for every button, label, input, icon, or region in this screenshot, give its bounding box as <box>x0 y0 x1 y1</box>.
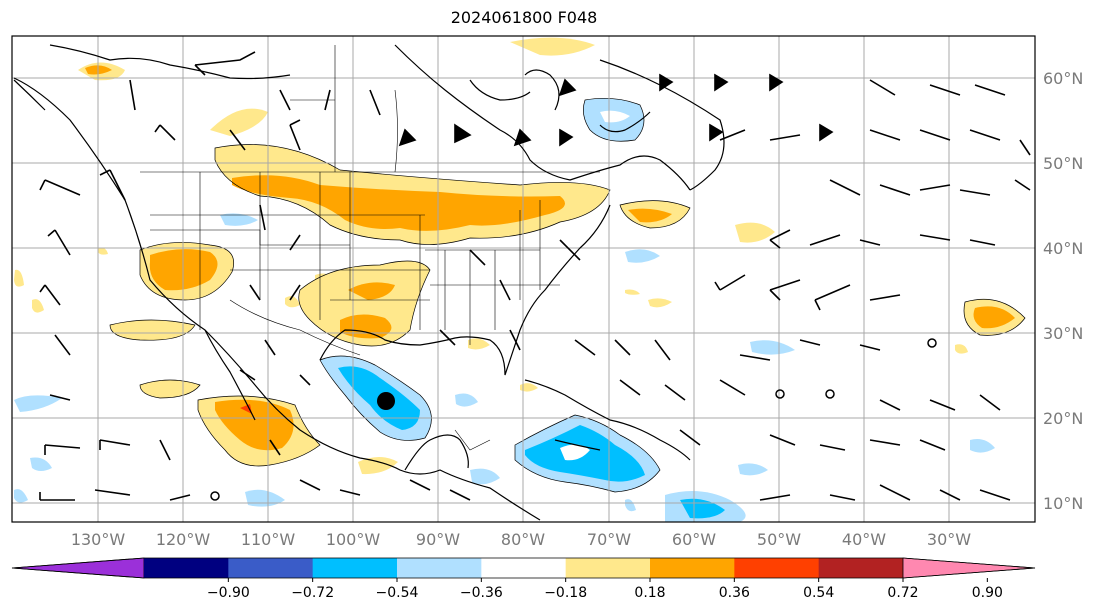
lat-label: 10°N <box>1043 494 1083 513</box>
colorbar-extend-high <box>902 557 1036 579</box>
colorbar-segment <box>397 558 482 578</box>
colorbar-tick-label: −0.18 <box>544 585 587 601</box>
lon-label: 50°W <box>757 530 801 549</box>
latitude-labels: 60°N 50°N 40°N 30°N 20°N 10°N <box>1043 69 1083 513</box>
colorbar: −0.90 −0.72 −0.54 −0.36 −0.18 0.18 0.36 0.54 0.7… <box>11 557 1036 601</box>
colorbar-segment <box>565 558 651 578</box>
colorbar-tick-label: 0.36 <box>719 585 750 601</box>
colorbar-segment <box>818 558 904 578</box>
lat-label: 20°N <box>1043 409 1083 428</box>
lat-label: 40°N <box>1043 239 1083 258</box>
map-frame <box>11 35 1036 523</box>
colorbar-outline <box>11 557 1036 579</box>
colorbar-tick-label: 0.72 <box>887 585 918 601</box>
graticule <box>12 36 1035 522</box>
colorbar-segment <box>228 558 314 578</box>
lon-label: 30°W <box>927 530 971 549</box>
storm-center-marker <box>377 392 395 410</box>
colorbar-segment <box>734 558 820 578</box>
colorbar-segment <box>144 558 229 578</box>
political-borders <box>140 45 600 451</box>
lon-label: 110°W <box>241 530 296 549</box>
lon-label: 90°W <box>416 530 460 549</box>
anomaly-contours <box>109 98 1026 493</box>
lon-label: 70°W <box>587 530 631 549</box>
map-title: 2024061800 F048 <box>450 8 598 27</box>
lat-label: 50°N <box>1043 154 1083 173</box>
lon-label: 100°W <box>326 530 381 549</box>
colorbar-extend-low <box>11 557 145 579</box>
lon-label: 80°W <box>501 530 545 549</box>
lon-label: 60°W <box>672 530 716 549</box>
colorbar-segment <box>312 558 398 578</box>
longitude-labels: 130°W 120°W 110°W 100°W 90°W 80°W 70°W 6… <box>71 530 971 549</box>
island-markers <box>210 338 937 501</box>
lon-label: 40°W <box>842 530 886 549</box>
colorbar-tick-label: −0.72 <box>291 585 334 601</box>
negative-anomaly-shading <box>14 98 995 522</box>
lon-label: 130°W <box>71 530 126 549</box>
colorbar-segment <box>481 558 567 578</box>
wind-barbs <box>39 51 1031 501</box>
colorbar-tick-label: −0.90 <box>207 585 250 601</box>
lat-label: 30°N <box>1043 324 1083 343</box>
colorbar-tick-label: 0.54 <box>803 585 834 601</box>
colorbar-tick-label: 0.90 <box>972 585 1003 601</box>
lat-label: 60°N <box>1043 69 1083 88</box>
colorbar-segment <box>650 558 735 578</box>
colorbar-tick-label: −0.36 <box>460 585 503 601</box>
positive-anomaly-shading <box>14 37 1025 475</box>
coastlines <box>13 44 725 521</box>
lon-label: 120°W <box>156 530 211 549</box>
colorbar-tick-label: 0.18 <box>634 585 665 601</box>
colorbar-tick-label: −0.54 <box>376 585 419 601</box>
